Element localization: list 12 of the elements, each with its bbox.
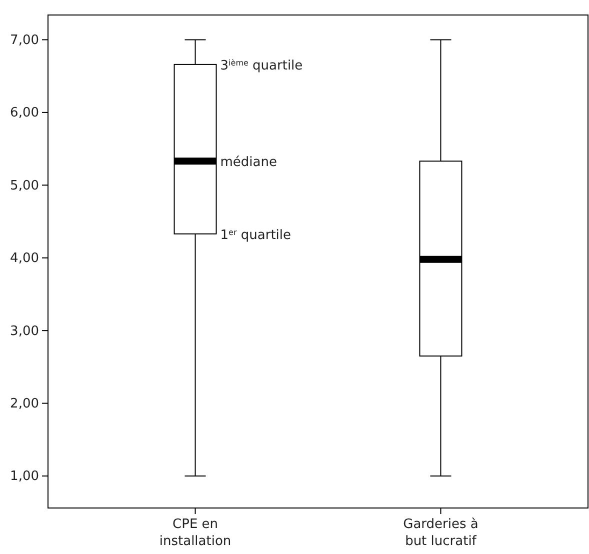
y-tick-label: 5,00 [10, 178, 39, 194]
x-tick-label: Garderies à but lucratif [403, 517, 478, 549]
y-tick-label: 1,00 [10, 469, 39, 484]
y-tick-label: 2,00 [10, 396, 39, 412]
annotation: médiane [220, 155, 278, 170]
y-tick-label: 3,00 [10, 324, 39, 339]
y-tick-label: 7,00 [10, 32, 39, 48]
y-tick-label: 4,00 [10, 251, 39, 266]
annotation: 1$^{er}$ quartile [220, 227, 292, 243]
annotation: 3$^{ième}$ quartile [220, 58, 303, 74]
x-tick-label: CPE en installation [159, 517, 232, 549]
y-tick-label: 6,00 [10, 106, 39, 121]
